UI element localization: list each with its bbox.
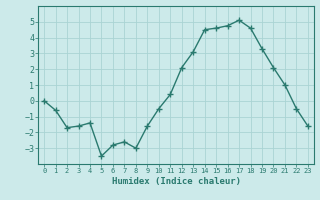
X-axis label: Humidex (Indice chaleur): Humidex (Indice chaleur)	[111, 177, 241, 186]
